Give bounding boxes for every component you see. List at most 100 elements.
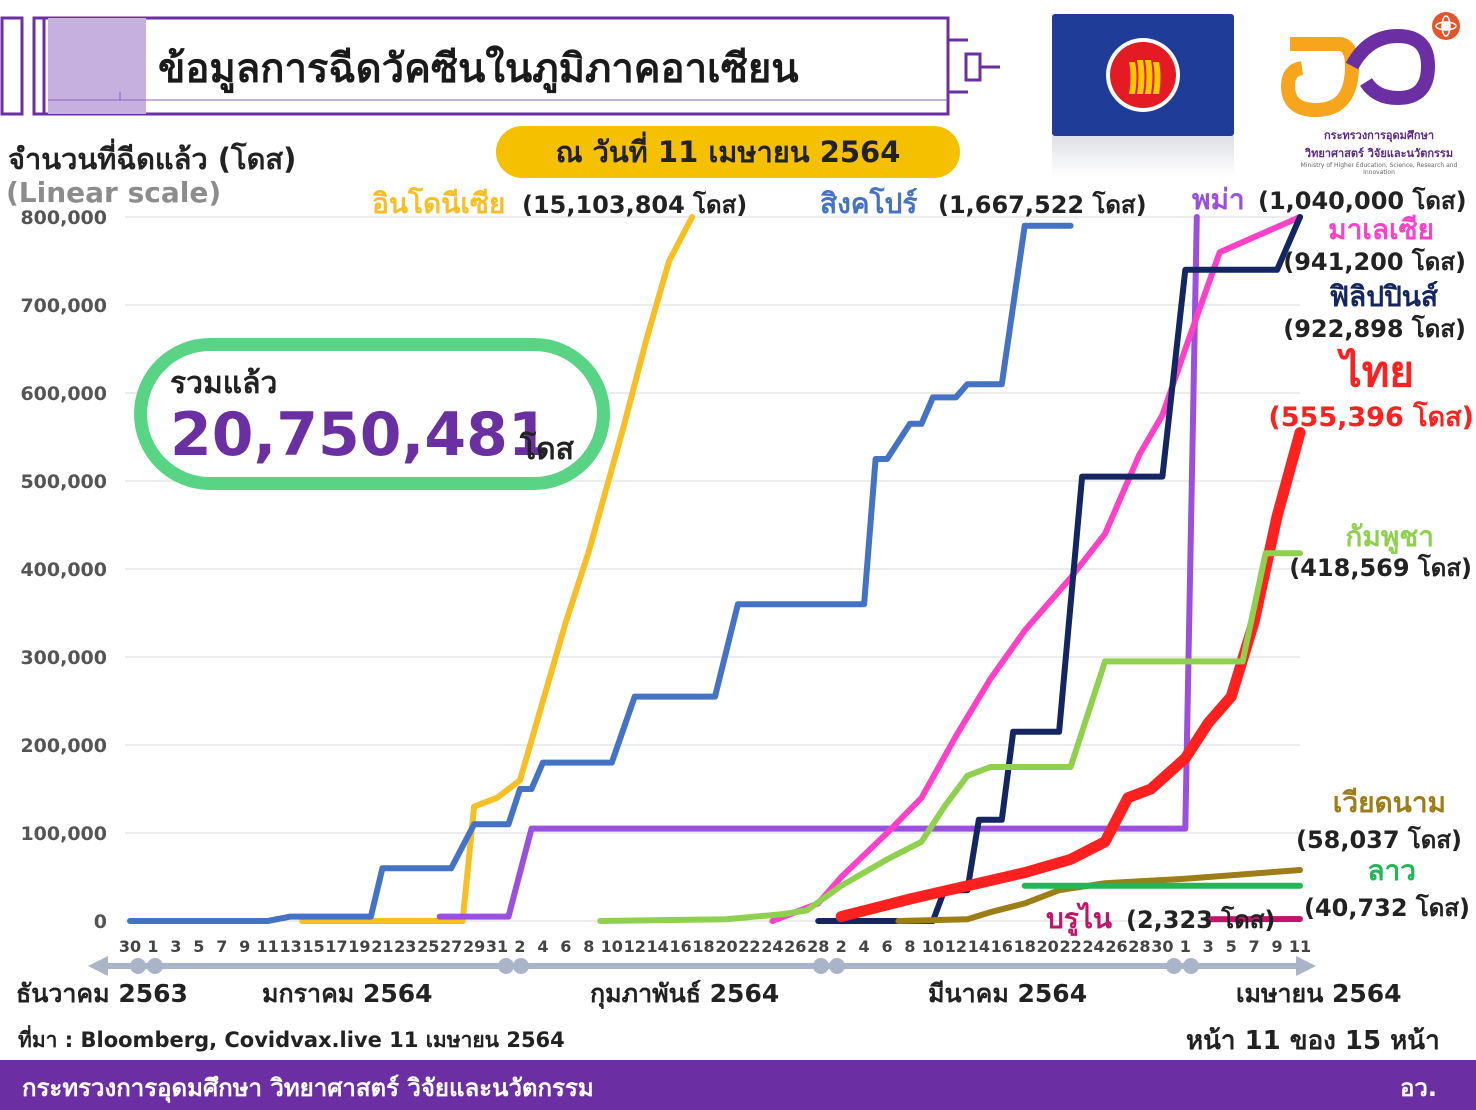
timeline-marker [813, 958, 829, 974]
series-total-label: (1,040,000 โดส) [1258, 186, 1467, 215]
asean-flag [1052, 14, 1234, 136]
timeline-marker [130, 958, 146, 974]
x-tick-label: 21 [371, 937, 393, 956]
ministry-logo [1280, 12, 1460, 118]
month-label: มกราคม 2564 [262, 979, 433, 1008]
x-tick-label: 28 [1128, 937, 1150, 956]
footer-abbreviation: อว. [1400, 1074, 1438, 1102]
x-tick-label: 8 [904, 937, 915, 956]
x-tick-label: 23 [394, 937, 416, 956]
x-tick-label: 3 [170, 937, 181, 956]
x-tick-label: 26 [1105, 937, 1127, 956]
x-tick-label: 19 [348, 937, 370, 956]
x-tick-label: 2 [836, 937, 847, 956]
month-label: กุมภาพันธ์ 2564 [590, 979, 779, 1010]
timeline-marker [147, 958, 163, 974]
x-tick-label: 25 [417, 937, 439, 956]
logo-line-3: Ministry of Higher Education, Science, R… [1300, 162, 1458, 176]
x-tick-label: 14 [968, 937, 990, 956]
series-total-label: (15,103,804 โดส) [522, 190, 747, 219]
y-tick-label: 100,000 [20, 823, 107, 845]
x-tick-label: 1 [1180, 937, 1191, 956]
timeline-marker [513, 958, 529, 974]
y-tick-label: 200,000 [20, 735, 107, 757]
series-name-label: สิงคโปร์ [820, 186, 917, 220]
x-tick-label: 3 [1203, 937, 1214, 956]
series-total-label: (40,732 โดส) [1304, 893, 1470, 922]
series-total-label: (418,569 โดส) [1289, 553, 1472, 582]
x-tick-label: 2 [514, 937, 525, 956]
y-axis-label: จำนวนที่ฉีดแล้ว (โดส) [8, 142, 297, 176]
series-name-label: กัมพูชา [1345, 520, 1434, 554]
series-total-label: (941,200 โดส) [1283, 247, 1466, 276]
x-tick-label: 24 [1082, 937, 1104, 956]
syringe-title-bar [0, 16, 1000, 116]
scale-label: (Linear scale) [6, 176, 222, 209]
series-line [895, 867, 1303, 924]
x-tick-label: 30 [1151, 937, 1173, 956]
x-tick-label: 31 [486, 937, 508, 956]
page-title: ข้อมูลการฉีดวัคซีนในภูมิภาคอาเซียน [158, 46, 799, 92]
x-tick-label: 16 [991, 937, 1013, 956]
date-pill: ณ วันที่ 11 เมษายน 2564 [496, 126, 960, 178]
x-tick-label: 10 [922, 937, 944, 956]
y-tick-label: 800,000 [20, 207, 107, 229]
timeline-marker [829, 958, 845, 974]
x-tick-label: 20 [715, 937, 737, 956]
series-name-label: อินโดนีเซีย [372, 186, 505, 220]
series-line [835, 427, 1306, 923]
timeline-arrow-left [88, 956, 108, 976]
flag-reflection [1052, 136, 1234, 176]
y-tick-label: 600,000 [20, 383, 107, 405]
x-tick-label: 9 [1271, 937, 1282, 956]
series-total-label: (2,323 โดส) [1126, 905, 1275, 934]
x-tick-label: 12 [945, 937, 967, 956]
x-tick-label: 7 [216, 937, 227, 956]
series-name-label: บรูไน [1046, 902, 1112, 936]
x-tick-label: 24 [761, 937, 783, 956]
timeline-marker [1166, 958, 1182, 974]
month-label: เมษายน 2564 [1236, 979, 1402, 1008]
series-name-label: มาเลเซีย [1328, 213, 1434, 246]
series-line [597, 550, 1303, 924]
series-name-label: ลาว [1367, 854, 1416, 887]
x-tick-label: 4 [859, 937, 870, 956]
y-tick-label: 400,000 [20, 559, 107, 581]
x-tick-label: 11 [1289, 937, 1311, 956]
x-tick-label: 8 [583, 937, 594, 956]
series-name-label: พม่า [1192, 183, 1245, 216]
y-tick-label: 500,000 [20, 471, 107, 493]
x-tick-label: 14 [647, 937, 669, 956]
series-total-label: (1,667,522 โดส) [938, 190, 1147, 219]
x-tick-label: 20 [1037, 937, 1059, 956]
series-line [127, 222, 1074, 924]
page-number: หน้า 11 ของ 15 หน้า [1186, 1026, 1440, 1056]
month-label: ธันวาคม 2563 [16, 979, 188, 1008]
series-total-label: (922,898 โดส) [1283, 314, 1466, 343]
logo-line-1: กระทรวงการอุดมศึกษา [1324, 129, 1434, 142]
x-tick-label: 7 [1249, 937, 1260, 956]
total-unit: โดส [520, 432, 574, 467]
x-tick-label: 16 [669, 937, 691, 956]
total-value: 20,750,481 [170, 400, 550, 470]
y-tick-label: 700,000 [20, 295, 107, 317]
total-doses-box [134, 338, 610, 490]
footer-org-name: กระทรวงการอุดมศึกษา วิทยาศาสตร์ วิจัยและ… [22, 1074, 594, 1102]
x-tick-label: 5 [193, 937, 204, 956]
x-tick-label: 18 [1014, 937, 1036, 956]
footer-bar [0, 1060, 1476, 1110]
x-tick-label: 6 [560, 937, 571, 956]
x-tick-label: 11 [257, 937, 279, 956]
series-total-label: (555,396 โดส) [1268, 400, 1474, 433]
y-tick-label: 300,000 [20, 647, 107, 669]
x-tick-label: 22 [1059, 937, 1081, 956]
x-tick-label: 1 [147, 937, 158, 956]
x-tick-label: 4 [537, 937, 548, 956]
x-tick-label: 17 [325, 937, 347, 956]
series-name-label: ไทย [1337, 347, 1414, 396]
x-tick-label: 22 [738, 937, 760, 956]
series-line [769, 214, 1303, 924]
timeline-marker [1183, 958, 1199, 974]
x-tick-label: 12 [624, 937, 646, 956]
vaccination-chart: 800,000 700,000 600,000 500,000 400,000 300,0… [16, 183, 1474, 1010]
